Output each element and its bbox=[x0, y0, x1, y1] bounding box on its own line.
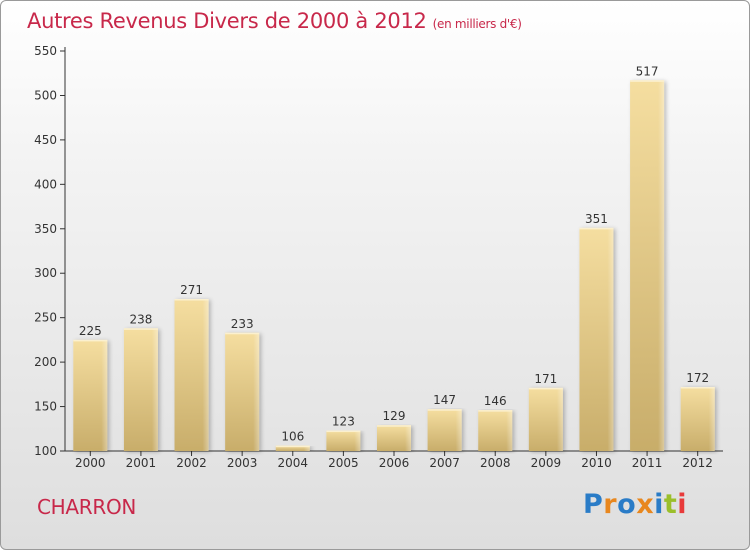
bar-value-label: 171 bbox=[534, 372, 557, 386]
x-tick-label: 2003 bbox=[227, 456, 258, 470]
y-tick-label: 300 bbox=[34, 266, 57, 280]
y-tick-label: 350 bbox=[34, 222, 57, 236]
bar-value-label: 172 bbox=[686, 371, 709, 385]
x-tick-label: 2012 bbox=[682, 456, 713, 470]
chart-title-main: Autres Revenus Divers de 2000 à 2012 bbox=[27, 9, 427, 33]
bar-2012 bbox=[680, 387, 715, 451]
bar-value-label: 238 bbox=[129, 312, 152, 326]
chart-bars bbox=[73, 80, 715, 451]
bar-2001 bbox=[123, 328, 158, 451]
y-tick-label: 400 bbox=[34, 177, 57, 191]
bar-2004 bbox=[275, 445, 310, 451]
bar-value-label: 146 bbox=[484, 394, 507, 408]
y-tick-label: 450 bbox=[34, 133, 57, 147]
chart-axes: 100 150 200 250 300 350 400 450 500 550 bbox=[34, 44, 723, 458]
x-tick-label: 2005 bbox=[328, 456, 359, 470]
x-tick-label: 2002 bbox=[176, 456, 207, 470]
x-tick-label: 2009 bbox=[531, 456, 562, 470]
bar-2007 bbox=[427, 409, 462, 451]
chart-title-unit: (en milliers d'€) bbox=[432, 17, 522, 31]
bar-value-label: 123 bbox=[332, 415, 355, 429]
y-tick-label: 500 bbox=[34, 88, 57, 102]
bar-2010 bbox=[579, 227, 614, 451]
bar-2008 bbox=[478, 410, 513, 451]
bar-2009 bbox=[528, 387, 563, 451]
bar-value-label: 147 bbox=[433, 393, 456, 407]
y-tick-label: 550 bbox=[34, 44, 57, 58]
x-tick-label: 2004 bbox=[277, 456, 308, 470]
bar-2000 bbox=[73, 339, 108, 451]
y-tick-label: 200 bbox=[34, 355, 57, 369]
x-tick-label: 2001 bbox=[126, 456, 157, 470]
bar-2011 bbox=[630, 80, 665, 451]
bar-value-label: 129 bbox=[383, 409, 406, 423]
y-tick-label: 150 bbox=[34, 400, 57, 414]
x-tick-label: 2011 bbox=[632, 456, 663, 470]
bar-2006 bbox=[377, 425, 411, 451]
y-tick-label: 100 bbox=[34, 444, 57, 458]
y-tick-label: 250 bbox=[34, 311, 57, 325]
bar-2005 bbox=[326, 430, 361, 451]
x-tick-label: 2008 bbox=[480, 456, 511, 470]
bar-2003 bbox=[225, 332, 260, 451]
chart-labels: 225 2000 238 2001 271 2002 233 2003 106 2004 123 20… bbox=[75, 64, 713, 470]
bar-value-label: 517 bbox=[636, 64, 659, 78]
bar-value-label: 351 bbox=[585, 212, 608, 226]
bar-2002 bbox=[174, 299, 209, 451]
bar-value-label: 233 bbox=[231, 317, 254, 331]
bar-value-label: 271 bbox=[180, 283, 203, 297]
proxiti-logo: Proxiti bbox=[583, 489, 688, 520]
x-tick-label: 2000 bbox=[75, 456, 106, 470]
x-tick-label: 2010 bbox=[581, 456, 612, 470]
commune-name: CHARRON bbox=[37, 495, 137, 519]
chart-title: Autres Revenus Divers de 2000 à 2012 (en … bbox=[27, 9, 522, 33]
x-tick-label: 2007 bbox=[429, 456, 460, 470]
bar-value-label: 225 bbox=[79, 324, 102, 338]
bar-value-label: 106 bbox=[281, 430, 304, 444]
x-tick-label: 2006 bbox=[379, 456, 410, 470]
